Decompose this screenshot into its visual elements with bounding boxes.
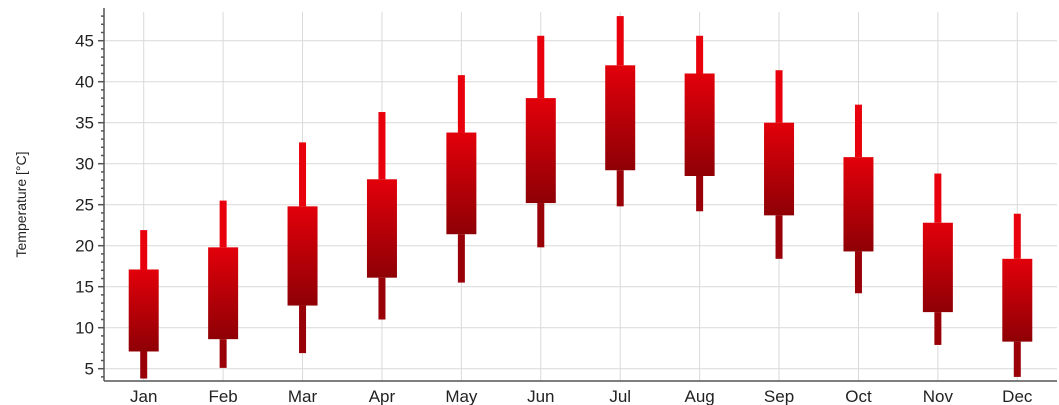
candle-lower-wick bbox=[934, 312, 942, 345]
x-tick-label: Mar bbox=[288, 387, 318, 405]
candlestick-series bbox=[128, 16, 1033, 379]
candle-upper-wick bbox=[457, 75, 465, 133]
candle-body bbox=[128, 269, 159, 352]
x-tick-label: Dec bbox=[1002, 387, 1033, 405]
x-tick-label: Jul bbox=[609, 387, 631, 405]
candle-body bbox=[446, 132, 477, 235]
candle-body bbox=[922, 222, 953, 313]
candle-aug bbox=[684, 35, 715, 212]
grid-lines bbox=[104, 12, 1057, 381]
y-tick-label: 20 bbox=[75, 237, 94, 256]
candle-body bbox=[843, 157, 874, 252]
candle-lower-wick bbox=[378, 277, 386, 320]
candle-jun bbox=[525, 35, 556, 248]
candle-lower-wick bbox=[219, 339, 227, 368]
candle-jan bbox=[128, 230, 159, 379]
candle-body bbox=[366, 179, 397, 278]
candle-lower-wick bbox=[616, 170, 624, 207]
x-tick-label: Jan bbox=[130, 387, 157, 405]
candle-lower-wick bbox=[457, 234, 465, 283]
candle-upper-wick bbox=[1013, 213, 1021, 259]
x-tick-label: Nov bbox=[923, 387, 954, 405]
candle-upper-wick bbox=[934, 173, 942, 223]
candle-body bbox=[525, 98, 556, 204]
candle-upper-wick bbox=[299, 142, 307, 207]
y-tick-label: 30 bbox=[75, 155, 94, 174]
candle-lower-wick bbox=[299, 305, 307, 354]
x-tick-label: Jun bbox=[527, 387, 554, 405]
y-tick-label: 40 bbox=[75, 73, 94, 92]
x-tick-label: Feb bbox=[208, 387, 237, 405]
y-tick-label: 15 bbox=[75, 278, 94, 297]
candle-lower-wick bbox=[537, 203, 545, 248]
candle-body bbox=[287, 206, 318, 306]
candle-upper-wick bbox=[219, 200, 227, 248]
x-tick-label: Sep bbox=[764, 387, 794, 405]
candle-lower-wick bbox=[696, 176, 704, 212]
x-tick-label: Apr bbox=[369, 387, 396, 405]
candle-upper-wick bbox=[616, 16, 624, 66]
x-tick-label: Oct bbox=[845, 387, 872, 405]
candle-upper-wick bbox=[775, 70, 783, 123]
candle-jul bbox=[605, 16, 636, 207]
candle-sep bbox=[764, 70, 795, 259]
candle-oct bbox=[843, 104, 874, 294]
candle-apr bbox=[366, 112, 397, 320]
candle-lower-wick bbox=[775, 215, 783, 259]
y-tick-label: 35 bbox=[75, 114, 94, 133]
candle-body bbox=[764, 122, 795, 216]
candle-feb bbox=[208, 200, 239, 368]
candle-lower-wick bbox=[140, 351, 148, 379]
y-tick-label: 45 bbox=[75, 32, 94, 51]
candle-lower-wick bbox=[1013, 341, 1021, 377]
candle-upper-wick bbox=[696, 35, 704, 74]
x-tick-label: May bbox=[445, 387, 478, 405]
candle-dec bbox=[1002, 213, 1033, 377]
candle-body bbox=[684, 73, 715, 176]
candle-upper-wick bbox=[378, 112, 386, 180]
candle-mar bbox=[287, 142, 318, 354]
candle-nov bbox=[922, 173, 953, 345]
tick-labels: 5 10 15 20 25 30 35 40 45 Jan Feb Mar Apr May Jun Jul Au… bbox=[75, 32, 1033, 405]
candle-upper-wick bbox=[854, 104, 862, 158]
x-tick-label: Aug bbox=[685, 387, 715, 405]
candle-body bbox=[605, 65, 636, 171]
axes bbox=[98, 8, 1057, 382]
candle-lower-wick bbox=[854, 251, 862, 294]
candle-upper-wick bbox=[140, 230, 148, 270]
y-axis-label: Temperature [°C] bbox=[13, 152, 29, 258]
candle-body bbox=[1002, 258, 1033, 342]
candle-body bbox=[208, 247, 239, 340]
y-tick-label: 10 bbox=[75, 319, 94, 338]
y-tick-label: 25 bbox=[75, 196, 94, 215]
y-tick-label: 5 bbox=[85, 360, 94, 379]
candle-upper-wick bbox=[537, 35, 545, 99]
candle-may bbox=[446, 75, 477, 283]
